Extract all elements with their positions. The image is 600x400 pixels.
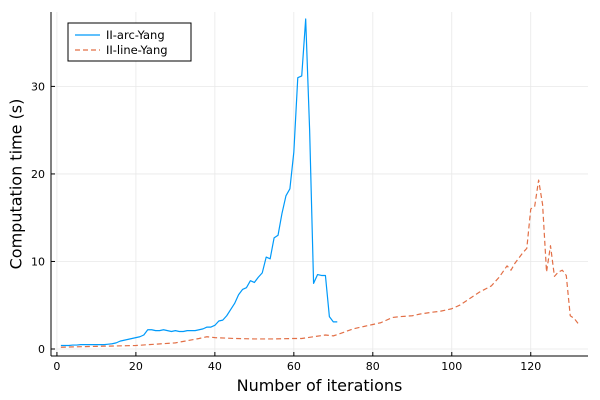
y-axis-label: Computation time (s) xyxy=(7,99,26,270)
x-tick-label: 20 xyxy=(129,360,143,373)
x-tick-label: 100 xyxy=(441,360,462,373)
x-tick-label: 80 xyxy=(366,360,380,373)
grid xyxy=(51,12,588,356)
x-tick-label: 60 xyxy=(287,360,301,373)
legend-label-2: II-line-Yang xyxy=(106,43,168,57)
y-tick-label: 10 xyxy=(31,255,45,268)
y-tick-label: 0 xyxy=(38,343,45,356)
ticks: 0 20 40 60 80 100 120 0 10 20 30 xyxy=(31,80,541,373)
series xyxy=(60,18,579,348)
series-line-1 xyxy=(60,18,338,347)
series-line-2 xyxy=(60,179,579,348)
x-tick-label: 0 xyxy=(53,360,60,373)
y-tick-label: 20 xyxy=(31,168,45,181)
x-axis-label: Number of iterations xyxy=(237,376,403,395)
plot-frame xyxy=(50,12,588,357)
legend-box xyxy=(67,22,192,62)
x-tick-label: 120 xyxy=(520,360,541,373)
x-tick-label: 40 xyxy=(208,360,222,373)
legend-label-1: II-arc-Yang xyxy=(106,28,165,42)
y-tick-label: 30 xyxy=(31,80,45,93)
